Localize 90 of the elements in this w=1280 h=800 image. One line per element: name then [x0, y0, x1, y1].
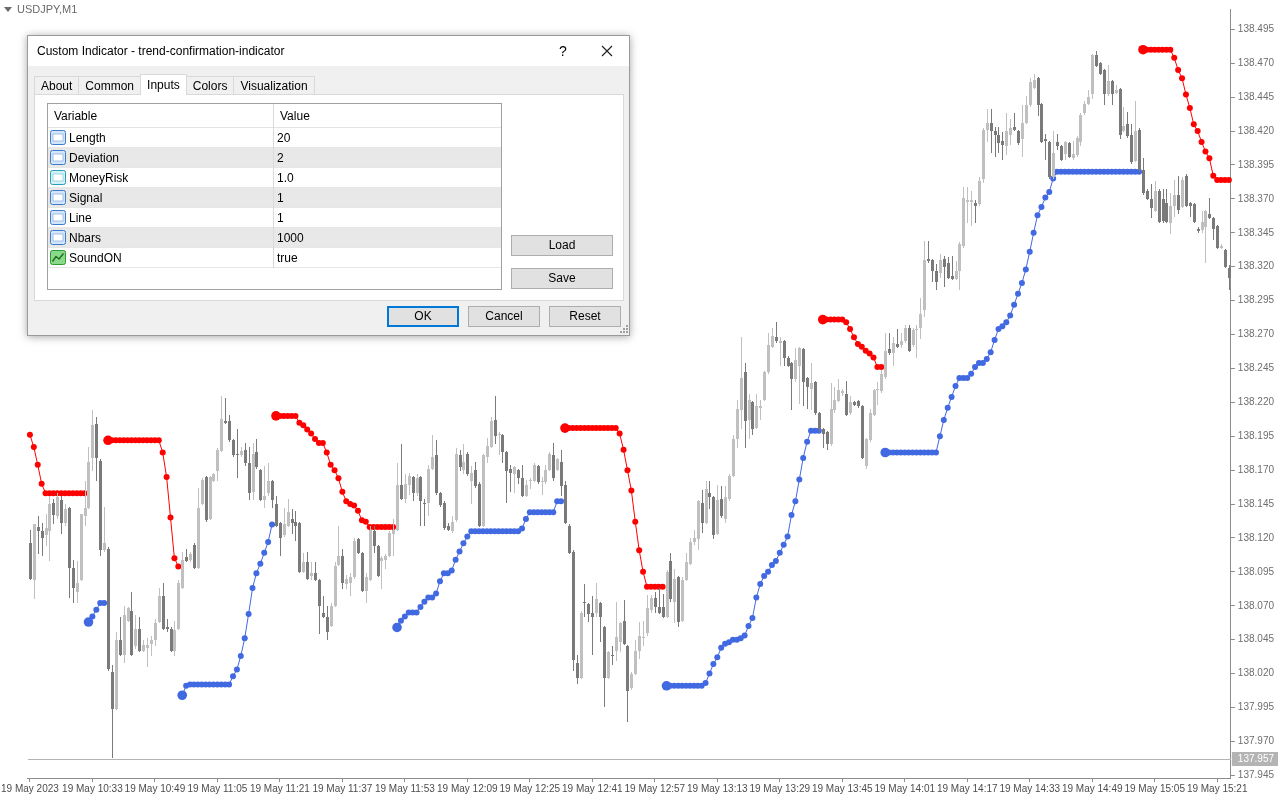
- x-tick-label: 19 May 12:09: [437, 782, 499, 794]
- y-tick-label: 138.070: [1237, 599, 1275, 611]
- button[interactable]: Save: [511, 268, 613, 289]
- y-tick-label: 138.020: [1237, 667, 1275, 679]
- candlestick: [423, 499, 426, 526]
- annotation: Common: [85, 79, 135, 93]
- annotation: ?: [559, 43, 567, 59]
- x-tick-label: 19 May 14:49: [1061, 782, 1123, 794]
- y-tick-label: 138.320: [1237, 260, 1275, 272]
- tab[interactable]: Inputs: [140, 74, 187, 95]
- annotation: 1: [277, 191, 284, 205]
- annotation: Deviation: [69, 151, 120, 165]
- annotation: Length: [69, 131, 106, 145]
- button[interactable]: Load: [511, 235, 613, 256]
- y-tick-label: 138.495: [1237, 23, 1275, 35]
- x-tick-label: 19 May 2023: [1, 782, 60, 794]
- button[interactable]: OK: [387, 306, 459, 327]
- candlestick: [583, 584, 586, 617]
- annotation: Variable: [54, 109, 98, 123]
- annotation: Value: [280, 109, 310, 123]
- candlestick: [779, 337, 782, 366]
- annotation: true: [277, 251, 298, 265]
- annotation: Line: [69, 211, 92, 225]
- x-tick-label: 19 May 12:57: [624, 782, 686, 794]
- candlestick: [263, 466, 266, 508]
- candlestick: [146, 638, 149, 667]
- text: Custom Indicator - trend-confirmation-indicator: [37, 44, 285, 58]
- x-tick-label: 19 May 11:37: [312, 782, 373, 794]
- annotation: Save: [548, 271, 576, 285]
- x-tick-label: 19 May 11:53: [374, 782, 436, 794]
- y-tick-label: 138.095: [1237, 565, 1275, 577]
- y-tick-label: 138.145: [1237, 497, 1275, 509]
- x-tick-label: 19 May 14:01: [874, 782, 936, 794]
- x-tick-label: 19 May 14:33: [999, 782, 1061, 794]
- y-tick-label: 138.345: [1237, 226, 1275, 238]
- y-tick-label: 138.420: [1237, 124, 1275, 136]
- y-tick-label: 138.245: [1237, 362, 1275, 374]
- button[interactable]: Reset: [549, 306, 621, 327]
- x-tick-label: 19 May 10:49: [124, 782, 186, 794]
- y-tick-label: 137.970: [1237, 735, 1275, 747]
- annotation: Reset: [569, 309, 601, 323]
- y-tick-label: 138.370: [1237, 192, 1275, 204]
- x-tick-label: 19 May 15:21: [1186, 782, 1248, 794]
- candlestick: [236, 429, 239, 478]
- x-tick-label: 19 May 12:25: [499, 782, 561, 794]
- candlestick: [970, 191, 973, 226]
- y-tick-label: 138.120: [1237, 531, 1275, 543]
- annotation: Visualization: [240, 79, 308, 93]
- x-tick-label: 19 May 11:05: [187, 782, 248, 794]
- y-tick-label: 138.395: [1237, 158, 1275, 170]
- annotation: Signal: [69, 191, 103, 205]
- annotation: SoundON: [69, 251, 122, 265]
- y-tick-label: 138.470: [1237, 57, 1275, 68]
- x-tick-label: 19 May 10:33: [62, 782, 124, 794]
- x-tick-label: 19 May 11:21: [249, 782, 311, 794]
- annotation: 1.0: [277, 171, 294, 185]
- annotation: Cancel: [485, 309, 523, 323]
- x-tick-label: 19 May 14:17: [936, 782, 998, 794]
- annotation: Load: [548, 238, 576, 252]
- annotation: OK: [414, 309, 432, 323]
- annotation: About: [41, 79, 73, 93]
- y-tick-label: 137.945: [1237, 769, 1275, 781]
- annotation: MoneyRisk: [69, 171, 129, 185]
- annotation: 20: [277, 131, 291, 145]
- chart-title: USDJPY,M1: [17, 3, 78, 16]
- x-tick-label: 19 May 15:05: [1124, 782, 1186, 794]
- x-tick-label: 19 May 12:41: [562, 782, 624, 794]
- ref-line-label: 137.957: [1237, 753, 1275, 765]
- y-tick-label: 138.220: [1237, 396, 1275, 408]
- candlestick: [591, 596, 594, 655]
- x-tick-label: 19 May 13:13: [686, 782, 749, 794]
- candlestick: [380, 556, 383, 589]
- annotation: 1: [277, 211, 284, 225]
- button[interactable]: Cancel: [468, 306, 540, 327]
- y-tick-label: 138.270: [1237, 328, 1275, 340]
- y-tick-label: 138.045: [1237, 633, 1275, 645]
- annotation: 2: [277, 151, 284, 165]
- x-tick-label: 19 May 13:45: [811, 782, 873, 794]
- annotation: Inputs: [147, 78, 180, 92]
- y-tick-label: 137.995: [1237, 701, 1275, 713]
- candlestick: [611, 646, 614, 665]
- annotation: Colors: [192, 79, 228, 93]
- y-tick-label: 138.170: [1237, 463, 1275, 475]
- candlestick: [498, 432, 501, 455]
- y-tick-label: 138.445: [1237, 90, 1275, 102]
- x-tick-label: 19 May 13:29: [749, 782, 811, 794]
- y-tick-label: 138.195: [1237, 429, 1275, 441]
- y-tick-label: 138.295: [1237, 294, 1275, 306]
- annotation: Nbars: [69, 231, 102, 245]
- annotation: 1000: [277, 231, 304, 245]
